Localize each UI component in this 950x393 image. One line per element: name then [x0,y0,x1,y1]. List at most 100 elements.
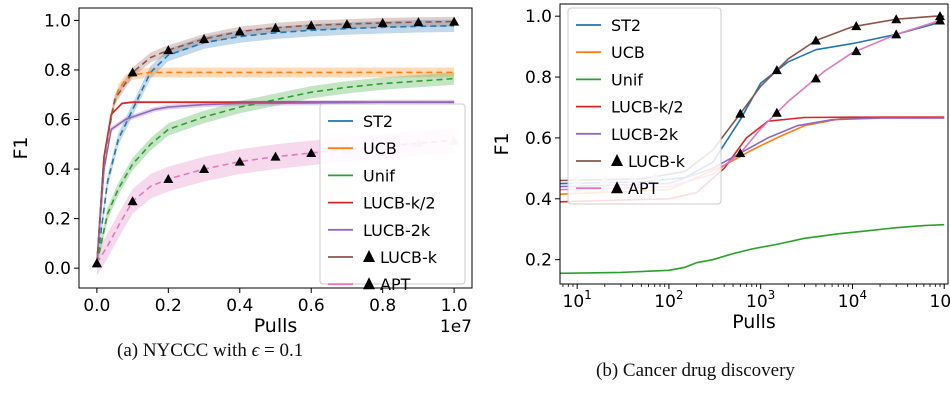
caption-b: (b) Cancer drug discovery [596,360,795,381]
chart-0-xtick-label: 0.4 [226,296,253,316]
chart-0-marker-apt [306,147,317,157]
chart-0-xtick-label: 0.8 [369,296,396,316]
chart-1-marker-apt [851,46,862,56]
chart-1-xtick-exp: 4 [859,288,867,302]
chart-1-legend-label: APT [628,179,659,198]
chart-1-legend-label: LUCB-2k [611,125,679,144]
chart-a-nyccc: 0.0 0.2 0.4 0.6 0.8 1.0 0.0 0.2 0.4 0.6 0.8 1.0 Pull… [10,7,473,337]
chart-0-marker-lucb-k [377,17,388,27]
chart-1-ytick-label: 0.2 [525,251,552,271]
chart-1-xtick-base: 10 [654,292,676,312]
chart-1-marker-apt [810,73,821,83]
chart-0-line-lucb-2k [96,101,455,264]
chart-0-band-unif [96,72,455,270]
caption-a-symbol: ϵ [251,340,260,361]
chart-0-ytick-label: 0.0 [44,259,71,279]
chart-1-frame [559,3,949,285]
chart-0-legend-box [319,103,466,285]
chart-1-marker-lucb-k [810,35,821,45]
chart-1-ytick-label: 1.0 [525,7,552,27]
chart-0-band-apt [96,128,455,276]
caption-a-suffix: = 0.1 [259,340,304,361]
chart-0-xtick-label: 0.6 [298,296,325,316]
chart-0-legend-marker [363,277,375,290]
chart-1-legend-label: Unif [611,70,643,89]
chart-1-xtick-base: 10 [746,292,768,312]
chart-1-xtick-label: 104 [838,288,867,312]
chart-0-marker-lucb-k [270,22,281,32]
chart-0-ytick-label: 0.8 [44,61,71,81]
chart-1-ytick-label: 0.6 [525,129,552,149]
chart-0-marker-lucb-k [199,33,210,43]
chart-1-marker-apt [935,15,946,25]
chart-1-marker-apt [891,29,902,39]
chart-0-line-st2 [96,25,455,264]
chart-1-legend-marker [611,154,623,166]
chart-0-marker-apt [127,196,138,206]
chart-1-xtick-label: 101 [563,288,592,312]
chart-0-legend-label: LUCB-k/2 [363,194,436,213]
chart-0-legend-label: UCB [363,139,397,158]
chart-1-ytick-label: 0.8 [525,68,552,88]
chart-1-marker-apt [735,148,746,158]
chart-0-marker-lucb-k [449,16,460,26]
chart-0-ytick-label: 0.4 [44,160,71,180]
chart-0-ytick-label: 0.6 [44,111,71,131]
chart-1-xtick-exp: 3 [768,288,776,302]
caption-a-prefix: (a) NYCCC with [117,340,252,361]
chart-1-ylabel: F1 [491,132,513,155]
chart-0-line-unif [96,77,455,264]
chart-0-marker-apt [234,156,245,166]
chart-1-xtick-label: 102 [654,288,683,312]
chart-0-legend-label: ST2 [363,112,393,131]
chart-1-xtick-label: 105 [930,288,950,312]
chart-0-ytick-label: 0.2 [44,210,71,230]
chart-0-marker-apt [91,258,102,268]
chart-0-offset-text: 1e7 [440,317,472,337]
chart-0-marker-apt [199,164,210,174]
chart-1-marker-lucb-k [891,14,902,24]
chart-0-legend-label: LUCB-k [380,248,438,267]
chart-1-xtick-base: 10 [563,292,585,312]
chart-1-marker-lucb-k [735,108,746,118]
chart-1-xlabel: Pulls [732,311,776,333]
chart-0-xtick-label: 0.0 [83,296,110,316]
chart-0-marker-lucb-k [127,67,138,77]
chart-0-marker-apt [163,173,174,183]
chart-0-legend-label: LUCB-2k [363,221,431,240]
chart-1-ytick-label: 0.4 [525,190,552,210]
chart-0-marker-lucb-k [413,17,424,27]
chart-1-marker-apt [771,107,782,117]
caption-a: (a) NYCCC with ϵ = 0.1 [117,340,303,362]
chart-1-marker-lucb-k [851,21,862,31]
chart-0-marker-lucb-k [163,45,174,55]
chart-0-frame [78,7,473,289]
chart-1-xtick-exp: 2 [676,288,684,302]
chart-1-xtick-base: 10 [930,292,950,312]
chart-0-marker-lucb-k [234,26,245,36]
chart-0-legend-marker [363,250,375,262]
chart-1-legend-label: LUCB-k/2 [611,98,684,117]
chart-0-legend-label: Unif [363,166,395,185]
chart-0-ytick-label: 1.0 [44,11,71,31]
chart-0-legend-label: APT [380,275,411,294]
chart-1-xtick-base: 10 [838,292,860,312]
chart-b-cancer-drug: 0.20.40.60.81.0101102103104105PullsF1ST2… [491,3,950,333]
chart-1-xtick-exp: 1 [584,288,592,302]
chart-0-ylabel: F1 [10,136,32,159]
chart-0-line-lucb-k [96,20,455,264]
chart-0-marker-lucb-k [306,20,317,30]
chart-1-legend-label: UCB [611,43,645,62]
chart-1-legend-label: ST2 [611,16,641,35]
chart-1-marker-lucb-k [771,65,782,75]
chart-1-line-unif [560,223,945,275]
chart-0-xtick-label: 0.2 [155,296,182,316]
chart-0-xlabel: Pulls [254,315,298,337]
chart-0-xtick-label: 1.0 [441,296,468,316]
chart-0-marker-lucb-k [341,19,352,29]
chart-1-xtick-label: 103 [746,288,775,312]
chart-1-legend-marker [611,181,623,194]
chart-1-legend-label: LUCB-k [628,152,686,171]
chart-1-legend-box [567,7,722,205]
